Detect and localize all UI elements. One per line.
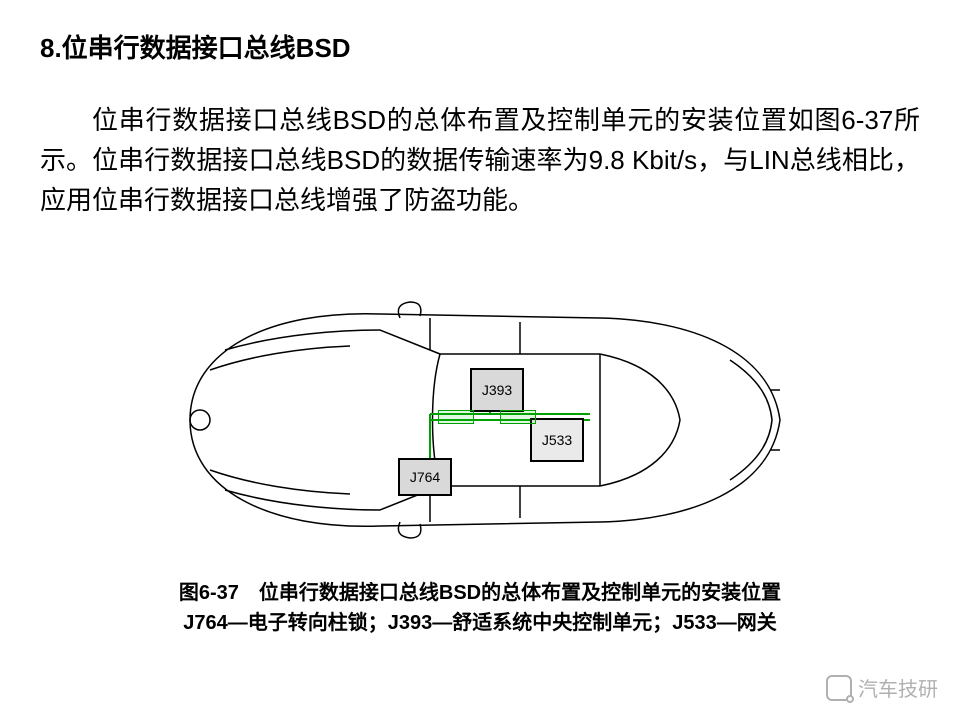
node-j393: J393 (470, 368, 524, 412)
page-root: 8.位串行数据接口总线BSD 位串行数据接口总线BSD的总体布置及控制单元的安装… (0, 0, 960, 720)
caption-line-2: J764—电子转向柱锁；J393—舒适系统中央控制单元；J533—网关 (183, 612, 776, 634)
node-j533: J533 (530, 418, 584, 462)
watermark-text: 汽车技研 (858, 673, 938, 702)
section-heading: 8.位串行数据接口总线BSD (40, 28, 351, 65)
wechat-icon (826, 675, 852, 701)
watermark: 汽车技研 (826, 673, 938, 702)
caption-line-1: 图6-37 位串行数据接口总线BSD的总体布置及控制单元的安装位置 (179, 582, 781, 604)
body-paragraph: 位串行数据接口总线BSD的总体布置及控制单元的安装位置如图6-37所示。位串行数… (40, 100, 920, 220)
figure-6-37: J393 J533 J764 (130, 290, 830, 550)
car-outline-svg (130, 290, 830, 550)
bus-tag-2 (500, 410, 536, 424)
node-j764: J764 (398, 458, 452, 496)
figure-caption: 图6-37 位串行数据接口总线BSD的总体布置及控制单元的安装位置 J764—电… (60, 578, 900, 638)
bus-tag-1 (438, 410, 474, 424)
